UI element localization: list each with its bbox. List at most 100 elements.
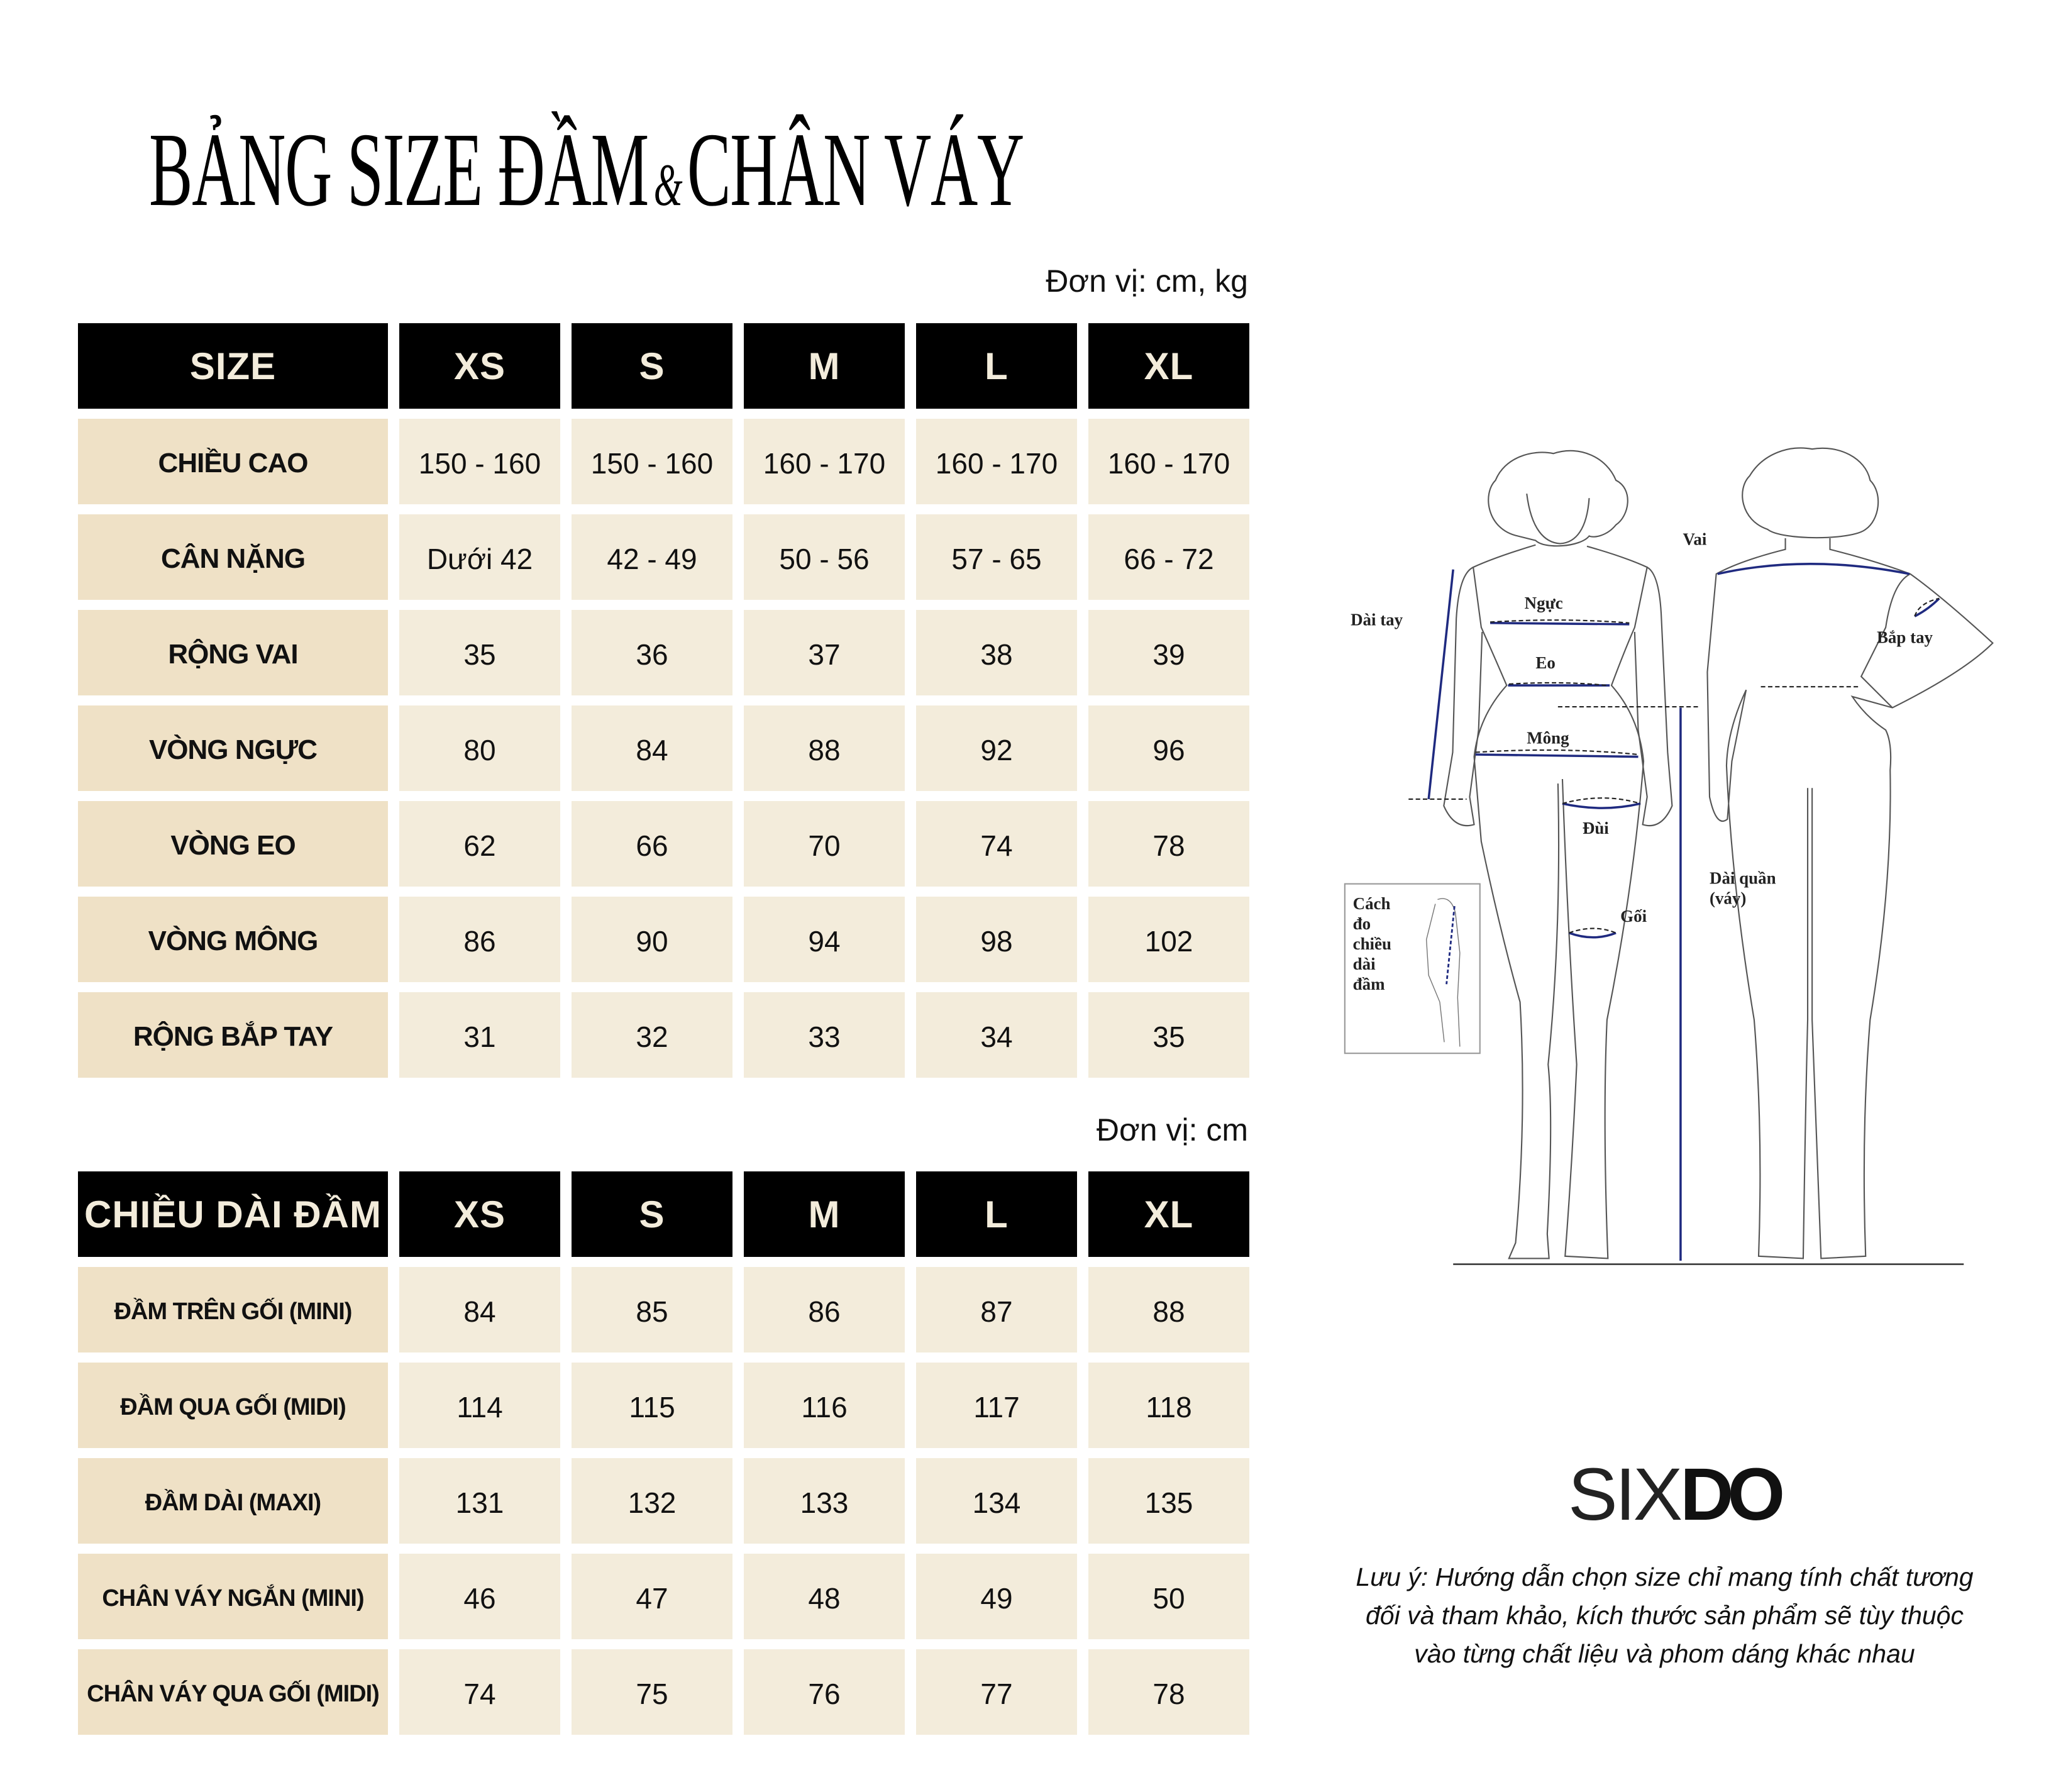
back-right-arm: [1860, 573, 1911, 709]
table-cell: 74: [916, 801, 1077, 887]
measurement-diagram: Vai Ngực Dài tay Bắp tay Eo Mông Đùi Dài…: [1344, 447, 1994, 1266]
table-cell: 117: [916, 1363, 1077, 1448]
table-cell: 88: [1088, 1267, 1249, 1352]
table-cell: 131: [399, 1458, 560, 1544]
table-cell: 77: [916, 1649, 1077, 1735]
inset-line-2: đo: [1353, 914, 1371, 933]
table-cell: 80: [399, 705, 560, 791]
back-figure: [1706, 447, 1994, 1259]
title-ampersand: &: [653, 152, 683, 218]
title-part-2: CHÂN VÁY: [687, 111, 1024, 228]
inset-dress-length: Cách đo chiều dài đầm: [1344, 883, 1481, 1054]
front-body-outline: [1472, 544, 1648, 1259]
table-cell: 86: [399, 897, 560, 982]
label-dai-quan: Dài quần: [1710, 869, 1776, 888]
inset-line-3: chiều: [1353, 934, 1391, 953]
table-cell: 96: [1088, 705, 1249, 791]
table-cell: 39: [1088, 610, 1249, 695]
table-cell: 35: [1088, 992, 1249, 1078]
header-size-s: S: [572, 323, 732, 409]
table-cell: 134: [916, 1458, 1077, 1544]
table-cell: 102: [1088, 897, 1249, 982]
header-size-xl: XL: [1088, 1171, 1249, 1257]
inset-figure: [1425, 898, 1461, 1047]
table-cell: 48: [744, 1554, 905, 1639]
table-cell: 50: [1088, 1554, 1249, 1639]
table-cell: 160 - 170: [744, 419, 905, 504]
header-size-m: M: [744, 1171, 905, 1257]
inset-line-4: dài: [1353, 954, 1376, 973]
label-vai: Vai: [1683, 530, 1706, 549]
row-label: VÒNG NGỰC: [78, 705, 388, 791]
table-cell: 92: [916, 705, 1077, 791]
table-cell: 36: [572, 610, 732, 695]
table-cell: 31: [399, 992, 560, 1078]
table-cell: 75: [572, 1649, 732, 1735]
inset-line-1: Cách: [1353, 894, 1391, 913]
table-cell: 84: [399, 1267, 560, 1352]
table-cell: 160 - 170: [916, 419, 1077, 504]
label-bap-tay: Bắp tay: [1877, 628, 1933, 647]
table-cell: 118: [1088, 1363, 1249, 1448]
table-cell: 62: [399, 801, 560, 887]
row-label: VÒNG MÔNG: [78, 897, 388, 982]
table-cell: 132: [572, 1458, 732, 1544]
table-cell: 57 - 65: [916, 514, 1077, 600]
table-cell: 88: [744, 705, 905, 791]
table-cell: 85: [572, 1267, 732, 1352]
table-cell: 94: [744, 897, 905, 982]
inset-length-line: [1445, 905, 1456, 985]
table-cell: 47: [572, 1554, 732, 1639]
table-cell: 90: [572, 897, 732, 982]
table-cell: 84: [572, 705, 732, 791]
label-vay: (váy): [1710, 889, 1746, 908]
row-label: CHÂN VÁY QUA GỐI (MIDI): [78, 1649, 388, 1735]
front-face: [1526, 493, 1590, 545]
header-size-l: L: [916, 1171, 1077, 1257]
table-cell: 33: [744, 992, 905, 1078]
label-goi: Gối: [1620, 907, 1647, 926]
table-cell: 76: [744, 1649, 905, 1735]
body-size-table: SIZE XS S M L XL CHIỀU CAO 150 - 160 150 - 160 16…: [78, 323, 1249, 1078]
table-cell: 150 - 160: [399, 419, 560, 504]
dress-length-table: CHIỀU DÀI ĐẦM XS S M L XL ĐẦM TRÊN GỐI (MINI) 8…: [78, 1171, 1249, 1735]
table-cell: 49: [916, 1554, 1077, 1639]
row-label: RỘNG VAI: [78, 610, 388, 695]
label-dai-tay: Dài tay: [1351, 610, 1403, 629]
table-cell: 66: [572, 801, 732, 887]
front-left-arm: [1443, 567, 1483, 827]
table-cell: 50 - 56: [744, 514, 905, 600]
label-nguc: Ngực: [1525, 594, 1563, 612]
row-label: CHÂN VÁY NGẮN (MINI): [78, 1554, 388, 1639]
row-label: CHIỀU CAO: [78, 419, 388, 504]
note-line-1: Lưu ý: Hướng dẫn chọn size chỉ mang tính…: [1356, 1562, 1974, 1591]
table-cell: 87: [916, 1267, 1077, 1352]
diagram-labels: Vai Ngực Dài tay Bắp tay Eo Mông Đùi Dài…: [1351, 530, 1933, 926]
header-label-column: CHIỀU DÀI ĐẦM: [78, 1171, 388, 1257]
table-cell: 98: [916, 897, 1077, 982]
logo-do: DO: [1680, 1453, 1785, 1536]
header-size-xs: XS: [399, 323, 560, 409]
label-eo: Eo: [1535, 653, 1555, 672]
table-cell: 74: [399, 1649, 560, 1735]
table-cell: 32: [572, 992, 732, 1078]
logo-six: SIX: [1568, 1453, 1683, 1536]
dashed-guides: [1408, 597, 1940, 934]
table-cell: 35: [399, 610, 560, 695]
table-cell: 34: [916, 992, 1077, 1078]
chest-line: [1490, 622, 1630, 626]
bicep-line: [1914, 597, 1940, 617]
table-cell: 70: [744, 801, 905, 887]
table-cell: 42 - 49: [572, 514, 732, 600]
row-label: ĐẦM TRÊN GỐI (MINI): [78, 1267, 388, 1352]
table-cell: 78: [1088, 1649, 1249, 1735]
inset-line-5: đầm: [1353, 975, 1385, 993]
front-right-arm: [1633, 567, 1673, 827]
label-mong: Mông: [1527, 728, 1569, 747]
title-part-1: BẢNG SIZE ĐẦM: [149, 111, 649, 228]
table-cell: 115: [572, 1363, 732, 1448]
header-size-xl: XL: [1088, 323, 1249, 409]
header-label-column: SIZE: [78, 323, 388, 409]
table-cell: 116: [744, 1363, 905, 1448]
knee-line: [1568, 932, 1617, 939]
